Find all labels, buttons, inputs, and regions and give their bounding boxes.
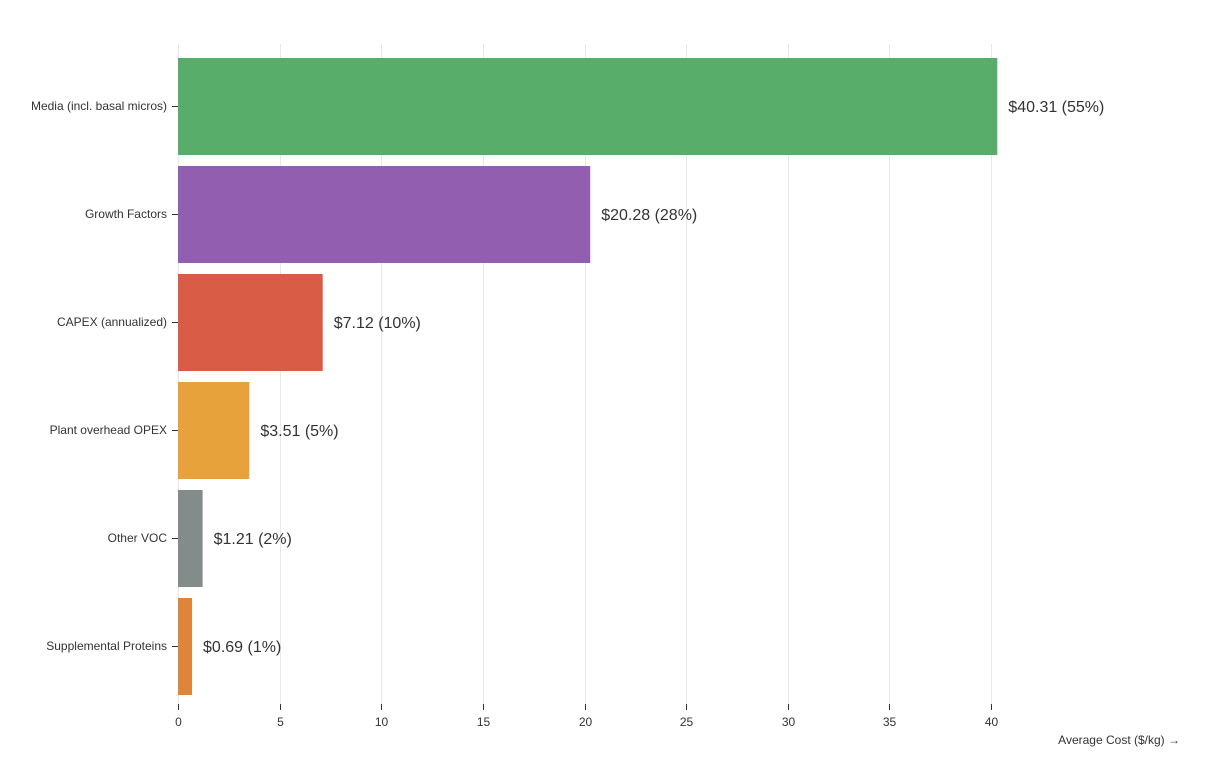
data-label-0: $40.31 (55%) (1008, 99, 1104, 116)
x-tick-label-25: 25 (680, 715, 694, 729)
bar-3 (178, 382, 250, 479)
category-label-1: Growth Factors (85, 207, 167, 221)
bar-5 (178, 598, 193, 695)
x-tick-label-30: 30 (782, 715, 796, 729)
data-label-2: $7.12 (10%) (334, 315, 421, 332)
x-tick-label-0: 0 (175, 715, 182, 729)
x-tick-label-20: 20 (579, 715, 593, 729)
category-label-5: Supplemental Proteins (46, 639, 167, 653)
bars: $40.31 (55%) $20.28 (28%) $7.12 (10%) $3.51… (178, 58, 1104, 695)
bar-1 (178, 166, 591, 263)
x-tick-label-35: 35 (883, 715, 897, 729)
data-label-1: $20.28 (28%) (601, 207, 697, 224)
category-label-4: Other VOC (108, 531, 168, 545)
bar-4 (178, 490, 203, 587)
category-label-2: CAPEX (annualized) (57, 315, 167, 329)
x-tick-label-15: 15 (477, 715, 491, 729)
category-label-0: Media (incl. basal micros) (31, 99, 167, 113)
category-labels: Media (incl. basal micros) Growth Factors… (31, 99, 178, 653)
x-axis-title: Average Cost ($/kg) → (1058, 733, 1180, 747)
bar-0 (178, 58, 998, 155)
x-tick-label-10: 10 (375, 715, 389, 729)
x-tick-label-40: 40 (985, 715, 999, 729)
category-label-3: Plant overhead OPEX (50, 423, 167, 437)
bar-2 (178, 274, 323, 371)
x-tick-label-5: 5 (277, 715, 284, 729)
data-label-5: $0.69 (1%) (203, 639, 281, 656)
data-label-3: $3.51 (5%) (260, 423, 338, 440)
x-axis-ticks: 0 5 10 15 20 25 30 35 40 (175, 704, 998, 729)
data-label-4: $1.21 (2%) (214, 531, 292, 548)
